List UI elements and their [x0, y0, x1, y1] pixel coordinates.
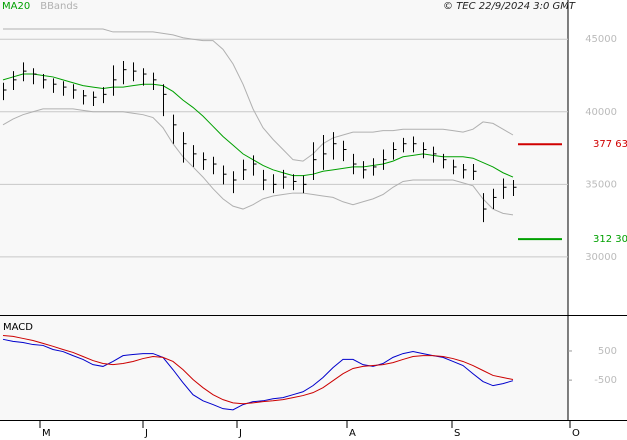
x-tick-label: O — [572, 428, 580, 439]
macd-line — [2, 338, 514, 411]
level-label: 312 30 — [593, 234, 627, 245]
x-tick-label: S — [454, 428, 460, 439]
ma20-line — [2, 73, 514, 178]
macd-tick-label: 500 — [598, 346, 617, 357]
plot-background — [0, 0, 568, 420]
macd-tick-label: -500 — [594, 375, 617, 386]
legend-entry: BBands — [40, 1, 78, 12]
y-tick-label: 45000 — [585, 34, 617, 45]
bband-upper — [3, 28, 514, 162]
macd-title: MACD — [3, 322, 33, 333]
legend-entry: MA20 — [2, 1, 30, 12]
x-tick-label: J — [144, 428, 148, 439]
source: © TEC 22/9/2024 3:0 GMT — [443, 1, 576, 12]
x-tick-label: J — [238, 428, 242, 439]
level-label: 377 63 — [593, 139, 627, 150]
x-tick-label: M — [42, 428, 51, 439]
y-tick-label: 30000 — [585, 252, 617, 263]
y-tick-label: 40000 — [585, 107, 617, 118]
bband-lower — [2, 108, 514, 216]
y-tick-label: 35000 — [585, 179, 617, 190]
x-tick-label: A — [349, 428, 356, 439]
macd-line — [2, 335, 514, 405]
